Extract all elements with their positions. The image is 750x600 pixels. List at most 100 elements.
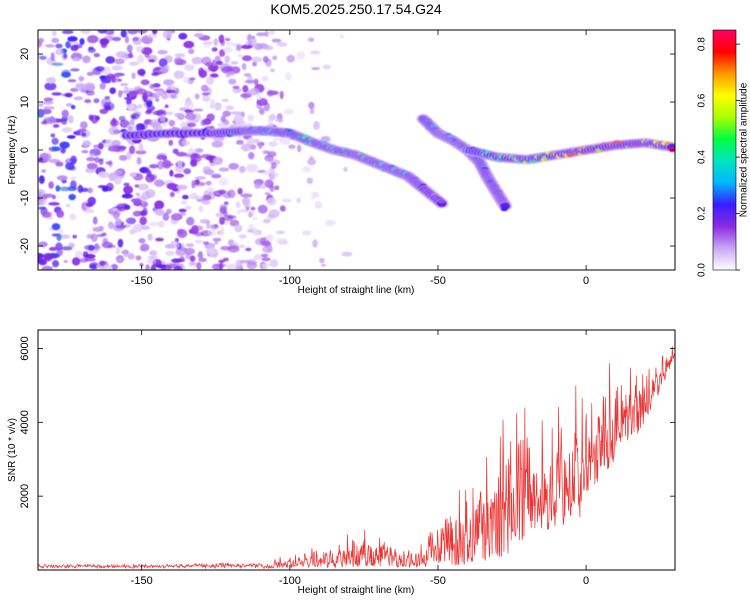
noise-blob <box>44 82 57 91</box>
noise-blob <box>183 168 192 175</box>
noise-blob <box>61 118 68 125</box>
noise-blob <box>165 208 172 215</box>
noise-blob <box>164 104 169 109</box>
noise-blob <box>101 241 113 249</box>
noise-blob <box>286 54 296 63</box>
noise-blob <box>194 239 204 244</box>
noise-blob <box>123 96 136 101</box>
noise-blob <box>69 41 79 45</box>
noise-blob <box>194 93 200 100</box>
noise-blob <box>185 243 195 248</box>
noise-blob <box>73 96 84 101</box>
noise-blob <box>166 182 177 190</box>
noise-blob <box>193 108 204 112</box>
noise-blob <box>109 87 116 95</box>
noise-blob <box>268 114 277 121</box>
noise-blob <box>125 217 137 225</box>
noise-blob <box>92 150 102 154</box>
noise-blob <box>225 40 234 47</box>
noise-blob <box>81 149 89 154</box>
noise-blob <box>257 204 268 214</box>
noise-blob <box>80 187 89 192</box>
noise-blob <box>246 163 256 173</box>
noise-blob <box>130 198 142 203</box>
noise-blob <box>211 47 218 52</box>
noise-blob <box>211 140 224 148</box>
noise-blob <box>307 158 317 166</box>
noise-blob <box>51 30 57 37</box>
noise-blob <box>65 203 71 208</box>
noise-blob <box>128 90 139 97</box>
noise-blob <box>172 148 179 154</box>
noise-blob <box>261 253 269 258</box>
bottom-y-tick-label: 6000 <box>19 336 31 360</box>
noise-blob <box>252 61 257 67</box>
noise-blob <box>41 169 47 173</box>
noise-blob <box>79 257 89 263</box>
noise-blob <box>38 40 43 48</box>
noise-blob <box>212 237 222 242</box>
noise-blob <box>127 30 139 35</box>
top-y-tick-label: -20 <box>19 238 31 254</box>
noise-blob <box>173 173 185 178</box>
noise-blob <box>114 176 122 185</box>
noise-blob <box>153 179 165 187</box>
noise-blob <box>79 121 88 130</box>
noise-blob <box>84 99 92 104</box>
noise-blob <box>105 161 113 165</box>
noise-blob <box>256 97 268 106</box>
noise-blob <box>123 204 131 210</box>
noise-blob <box>110 263 119 270</box>
noise-blob <box>196 262 202 270</box>
noise-blob <box>227 245 240 253</box>
noise-blob <box>61 246 73 251</box>
noise-blob <box>51 92 63 96</box>
noise-blob <box>279 90 284 100</box>
noise-blob <box>86 71 95 76</box>
noise-blob <box>221 98 230 103</box>
noise-blob <box>127 253 135 260</box>
noise-blob <box>80 30 91 34</box>
noise-blob <box>59 141 70 149</box>
noise-blob <box>283 108 294 115</box>
noise-blob <box>94 243 100 251</box>
noise-blob <box>101 232 107 237</box>
noise-blob <box>66 135 76 139</box>
noise-blob <box>135 150 147 155</box>
noise-blob <box>114 58 125 65</box>
noise-blob <box>38 198 47 206</box>
colorbar-tick-label: 0.2 <box>697 206 708 220</box>
bottom-y-axis-label: SNR (10 * v/v) <box>7 418 18 482</box>
noise-blob <box>165 250 175 256</box>
noise-blob <box>214 240 219 245</box>
noise-blob <box>162 30 173 39</box>
noise-blob <box>271 38 282 43</box>
noise-blob <box>51 137 59 145</box>
noise-blob <box>121 249 130 255</box>
noise-blob <box>218 167 230 172</box>
noise-blob <box>224 37 231 42</box>
noise-blob <box>191 179 196 189</box>
noise-blob <box>183 40 195 49</box>
top-x-tick-label: 0 <box>583 275 589 287</box>
noise-blob <box>267 90 279 96</box>
noise-blob <box>145 173 155 183</box>
noise-blob <box>99 82 106 90</box>
noise-blob <box>238 244 246 249</box>
noise-blob <box>129 145 136 155</box>
noise-blob <box>245 247 252 252</box>
noise-blob <box>213 190 224 197</box>
noise-blob <box>159 113 166 122</box>
snr-frame <box>37 329 676 571</box>
noise-blob <box>158 58 168 68</box>
noise-blob <box>191 56 203 65</box>
top-y-axis-label: Frequency (Hz) <box>7 116 18 185</box>
noise-blob <box>162 121 167 128</box>
noise-blob <box>156 154 167 160</box>
noise-blob <box>260 263 271 267</box>
noise-blob <box>243 73 252 77</box>
noise-blob <box>148 221 159 226</box>
noise-blob <box>39 55 47 60</box>
noise-blob <box>81 132 87 137</box>
noise-blob <box>220 227 225 236</box>
